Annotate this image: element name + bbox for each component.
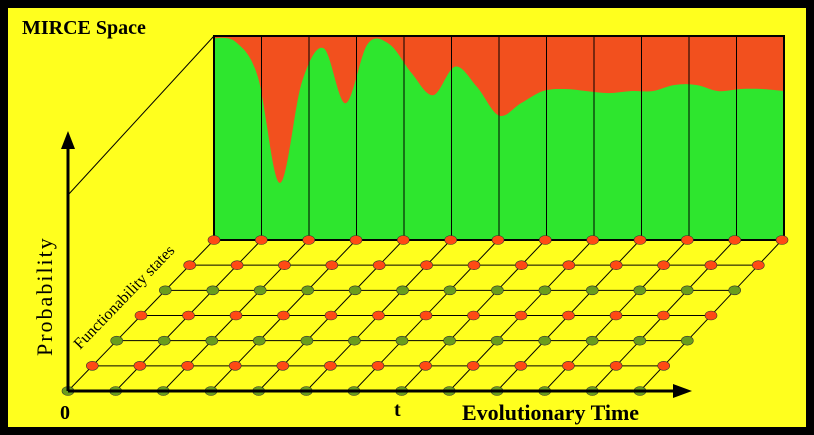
red-state-node xyxy=(133,360,147,371)
red-state-node xyxy=(467,260,481,271)
red-state-node xyxy=(228,360,242,371)
red-state-node xyxy=(324,310,338,321)
red-state-node xyxy=(276,360,290,371)
red-state-node xyxy=(278,260,291,271)
green-state-node xyxy=(348,285,362,296)
green-state-node xyxy=(680,335,694,346)
red-state-node xyxy=(349,235,363,245)
green-state-node xyxy=(633,285,647,296)
red-state-node xyxy=(609,310,623,321)
red-state-node xyxy=(657,310,670,321)
green-state-node xyxy=(585,285,599,296)
red-state-node xyxy=(302,235,316,245)
green-state-node xyxy=(538,285,552,296)
red-state-node xyxy=(229,310,243,321)
red-state-node xyxy=(419,310,433,321)
green-state-node xyxy=(491,285,504,296)
red-state-node xyxy=(444,235,458,245)
red-state-node xyxy=(396,235,410,245)
red-state-node xyxy=(372,310,385,321)
green-state-node xyxy=(205,335,219,346)
green-state-node xyxy=(159,285,172,296)
red-state-node xyxy=(704,260,718,271)
green-state-node xyxy=(443,285,457,296)
red-state-node xyxy=(181,360,194,371)
red-state-node xyxy=(324,360,337,371)
green-state-node xyxy=(538,335,552,346)
red-state-node xyxy=(633,235,647,245)
red-state-node xyxy=(277,310,290,321)
red-state-node xyxy=(728,235,742,245)
green-state-node xyxy=(728,285,742,296)
x-axis-arrowhead xyxy=(673,384,692,398)
perspective-guide-line xyxy=(67,35,215,196)
red-state-node xyxy=(182,310,195,321)
red-state-node xyxy=(657,360,671,371)
red-state-node xyxy=(775,235,789,245)
red-state-node xyxy=(134,310,148,321)
red-state-node xyxy=(467,310,480,321)
red-state-node xyxy=(609,360,623,371)
red-state-node xyxy=(466,360,480,371)
state-grid-nodes xyxy=(61,235,789,396)
red-state-node xyxy=(515,260,528,271)
y-axis-label: Probability xyxy=(32,236,57,356)
green-state-node xyxy=(585,335,599,346)
green-state-node xyxy=(395,335,409,346)
red-state-node xyxy=(751,260,765,271)
red-state-node xyxy=(207,235,221,245)
red-state-node xyxy=(562,360,575,371)
green-state-node xyxy=(443,335,456,346)
red-state-node xyxy=(514,360,528,371)
t-marker-label: t xyxy=(394,399,401,421)
green-state-node xyxy=(157,335,171,346)
red-state-node xyxy=(562,310,575,321)
panel-time-dividers xyxy=(261,36,737,240)
red-state-node xyxy=(514,310,528,321)
red-state-node xyxy=(538,235,552,245)
green-state-node xyxy=(396,285,409,296)
red-state-node xyxy=(372,260,386,271)
green-state-node xyxy=(301,285,315,296)
green-state-node xyxy=(110,335,123,346)
y-axis-arrowhead xyxy=(61,131,75,149)
green-state-node xyxy=(680,285,694,296)
green-state-node xyxy=(300,335,314,346)
red-state-node xyxy=(183,260,196,271)
red-state-node xyxy=(419,360,432,371)
green-state-node xyxy=(206,285,220,296)
x-axis-label: Evolutionary Time xyxy=(462,400,639,425)
red-state-node xyxy=(325,260,339,271)
red-state-node xyxy=(704,310,718,321)
red-state-node xyxy=(562,260,576,271)
green-state-node xyxy=(348,335,361,346)
red-state-node xyxy=(420,260,433,271)
red-state-node xyxy=(371,360,385,371)
green-state-node xyxy=(633,335,647,346)
green-state-node xyxy=(252,335,266,346)
red-state-node xyxy=(254,235,268,245)
green-state-node xyxy=(490,335,504,346)
origin-label: 0 xyxy=(60,402,70,424)
red-state-node xyxy=(491,235,505,245)
red-state-node xyxy=(586,235,600,245)
red-state-node xyxy=(230,260,244,271)
diagram-title: MIRCE Space xyxy=(22,17,146,39)
red-state-node xyxy=(609,260,623,271)
red-state-node xyxy=(86,360,99,371)
green-state-node xyxy=(253,285,267,296)
red-state-node xyxy=(680,235,694,245)
red-state-node xyxy=(657,260,670,271)
